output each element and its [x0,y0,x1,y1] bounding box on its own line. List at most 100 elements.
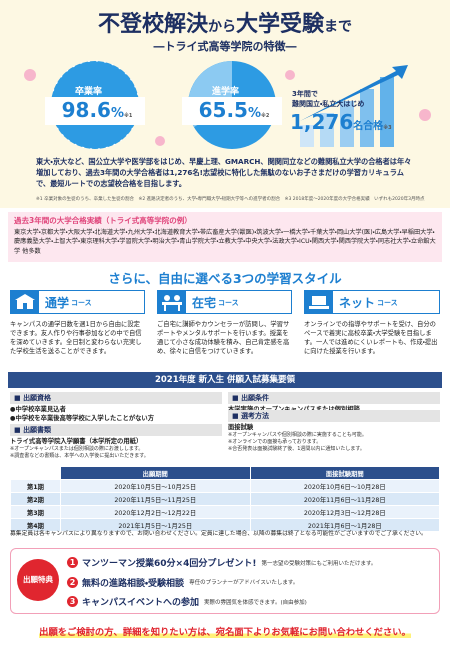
schedule-table-wrap: 出願期間 面接試験期間 第1期 2020年10月5日～10月25日 2020年10月6… [10,466,440,532]
course-icon [158,291,186,313]
perks-list: 1 マンツーマン授業60分×4回分プレゼント! 第一志望の受験対策にもご利用いただけ… [67,553,437,612]
bar-deco [340,101,354,147]
title-part: 不登校解決 [97,12,208,37]
table-cell: 2020年11月6日～11月28日 [249,492,440,506]
section-title-text: 出願条件 [241,394,270,402]
selection-note: ※合否発表は面接試験終了後、1週間以内に通知いたします。 [228,445,365,452]
stat-label: 卒業率 [75,87,103,97]
bar-deco [300,125,314,147]
stat-band [45,97,145,125]
documents-text: トライ式高等学院入学願書（本学所定の用紙） [10,438,143,445]
title-part: から [208,19,236,35]
section-title-text: 選考方法 [241,412,270,420]
result-value: 1,276名合格※3 [290,110,392,134]
section-title: ■ 出願書類 [10,424,222,436]
arrow-deco [300,65,408,121]
admission-band: 2021年度 新入生 併願入試募集要領 [8,372,442,388]
section-title: ■ 選考方法 [228,410,440,422]
documents-note: ※オープンキャンパスまたは個別相談の際にお渡しします。 [10,446,144,453]
course-suffix: コース [377,299,398,307]
achievements-box: 過去3年間の大学合格実績（トライ式高等学院の例） 東京大学・京都大学・大阪大学・… [8,212,442,262]
flower-deco [24,69,36,81]
result-label-line: 3年間で [292,90,318,98]
perk-note: 第一志望の受験対策にもご利用いただけます。 [261,560,377,567]
selection-text: 面接試験 [228,424,254,431]
table-row: 第2期 2020年11月5日～11月25日 2020年11月6日～11月28日 [10,492,440,506]
contact-wrap: 出願をご検討の方、詳細を知りたい方は、宛名面下よりお気軽にお問い合わせください。 [0,620,450,639]
bar-deco [360,89,374,147]
perk-item: 2 無料の進路相談・受験相談 専任のプランナーがアドバイスいたします。 [67,573,437,593]
result-label-line: 難関国立・私立大はじめ [292,99,365,108]
section-title: ■ 出願条件 [228,392,440,404]
table-corner [10,466,61,480]
stat-note: ※1 [124,113,133,119]
flower-deco [419,109,431,121]
table-body: 第1期 2020年10月5日～10月25日 2020年10月6日～10月28日 第2期… [10,479,440,532]
flower-deco [285,70,295,80]
table-period: 第4期 [10,518,61,532]
table-row: 第4期 2021年1月5日～1月25日 2021年1月6日～1月28日 [10,518,440,532]
perk-number: 1 [67,557,78,569]
selection: ■ 選考方法 面接試験 ※オープンキャンパスや個別相談の際に実施することも可能。… [228,410,440,452]
result-note: ※3 [383,125,392,131]
perks-box: 出願特典 1 マンツーマン授業60分×4回分プレゼント! 第一志望の受験対策にもご利… [10,548,440,614]
table-period: 第1期 [10,479,61,493]
stat-unit: % [110,106,125,121]
table-cell: 2020年11月5日～11月25日 [60,492,251,506]
table-cell: 2020年10月5日～10月25日 [60,479,251,493]
documents-note: ※調査書などの書類は、本学への入学後に提出いただきます。 [10,452,149,459]
perk-title: キャンパスイベントへの参加 [82,598,200,609]
perk-number: 2 [67,576,78,588]
perk-item: 1 マンツーマン授業60分×4回分プレゼント! 第一志望の受験対策にもご利用いただけ… [67,553,437,573]
documents: ■ 出願書類 トライ式高等学院入学願書（本学所定の用紙） ※オープンキャンパスま… [10,424,222,460]
styles-heading: さらに、自由に選べる3つの学習スタイル [108,271,342,286]
section-title: ■ 出願資格 [10,392,222,404]
stat-value: 98.6%※1 [48,98,146,122]
stat-unit: % [247,106,262,121]
course-text: ご自宅に講師やカウンセラーが訪問し、学習サポートやメンタルサポートを行います。授… [157,321,290,356]
table-header: 面接試験期間 [249,466,440,480]
course-header: 通学 コース [10,290,145,314]
perk-title: 無料の進路相談・受験相談 [82,578,185,589]
contact: 出願をご検討の方、詳細を知りたい方は、宛名面下よりお気軽にお問い合わせください。 [39,627,411,638]
achievements-text: 東京大学・京都大学・大阪大学・北海道大学・九州大学・北海道教育大学・帯広畜産大学… [14,229,436,255]
perk-number: 3 [67,596,78,608]
course-header: ネット コース [304,290,440,314]
course-icon [305,291,333,313]
course-name: 在宅 [192,296,217,310]
result-number: 1,276 [290,110,354,134]
eligibility: ■ 出願資格 ●中学校卒業見込者 ●中学校を卒業後高等学校に入学したことがない方 [10,392,222,423]
perk-note: 実際の雰囲気を体感できます。(自由参加) [204,599,307,606]
stat-graphics [24,60,431,150]
course-text: オンラインでの指導やサポートを受け、自分のペースで着実に高校卒業・大学受験を目指… [304,321,438,356]
selection-note: ※オンラインでの面接も承っております。 [228,438,322,445]
course-name: ネット [339,296,376,310]
perk-item: 3 キャンパスイベントへの参加 実際の雰囲気を体感できます。(自由参加) [67,592,437,612]
table-header: 出願期間 [60,466,251,480]
stat-note: ※2 [261,113,270,119]
table-cell: 2021年1月5日～1月25日 [60,518,251,532]
bar-deco [320,113,334,147]
table-cell: 2020年12月3日～12月28日 [249,505,440,519]
stat-band [182,97,282,125]
table-period: 第3期 [10,505,61,519]
table-row: 第1期 2020年10月5日～10月25日 2020年10月6日～10月28日 [10,479,440,493]
course-text: キャンパスの通学日数を週1日から自由に設定できます。友人作りや行事参加などの中で… [10,321,142,356]
stat-number: 98.6 [61,98,111,122]
subtitle: ―トライ式高等学院の特徴― [153,40,297,53]
result-label: 3年間で 難関国立・私立大はじめ [292,90,364,110]
flower-deco [155,136,165,146]
footnotes: ※1 卒業対象の生徒のうち、卒業した生徒の割合 ※2 進路決定者のうち、大学・専… [36,197,425,202]
achievements-title: 過去3年間の大学合格実績（トライ式高等学院の例） [14,216,192,225]
bar-deco [380,77,394,147]
course-suffix: コース [218,299,239,307]
stat-label: 進学率 [212,87,240,97]
table-cell: 2021年1月6日～1月28日 [249,518,440,532]
capacity-note: 募集定員は各キャンパスにより異なりますので、お問い合わせください。定員に達した場… [10,531,427,537]
perk-title: マンツーマン授業60分×4回分プレゼント! [82,559,257,570]
eligibility-item: ●中学校卒業見込者 [10,406,66,413]
result-unit: 名合格 [353,121,384,132]
table-cell: 2020年10月6日～10月28日 [249,479,440,493]
stat-number: 65.5 [198,98,248,122]
